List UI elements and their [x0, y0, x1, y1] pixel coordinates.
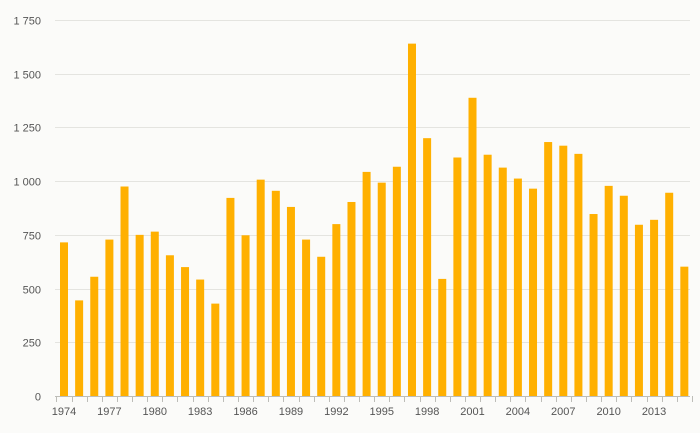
- bar-1988: [271, 190, 280, 396]
- bar-1986: [241, 235, 250, 396]
- bar-1994: [362, 171, 371, 396]
- bar-2004: [513, 178, 522, 396]
- bar-1984: [211, 303, 220, 396]
- bar-2005: [529, 188, 538, 396]
- y-tick-label: 1 250: [13, 123, 41, 135]
- bar-1975: [75, 300, 84, 396]
- bar-1998: [423, 138, 432, 397]
- bar-2003: [498, 167, 507, 396]
- bar-1974: [60, 242, 68, 396]
- bar-1985: [226, 197, 235, 396]
- bar-1991: [317, 256, 326, 396]
- bar-1990: [302, 239, 311, 396]
- bar-2011: [619, 195, 628, 396]
- y-tick-label: 500: [23, 285, 41, 297]
- bar-1996: [392, 166, 401, 396]
- x-tick-label: 1974: [52, 406, 76, 418]
- y-tick-label: 1 000: [13, 177, 41, 189]
- y-tick-label: 1 500: [13, 70, 41, 82]
- x-tick-label: 1995: [369, 406, 393, 418]
- bar-1997: [407, 43, 416, 396]
- bar-1999: [438, 278, 447, 396]
- bars: [60, 43, 689, 397]
- bar-2013: [650, 219, 659, 396]
- x-tick-label: 1989: [279, 406, 303, 418]
- bar-1982: [181, 267, 190, 396]
- bar-2007: [559, 145, 568, 396]
- y-tick-label: 0: [35, 392, 41, 404]
- bar-1980: [150, 231, 159, 396]
- bar-1981: [165, 255, 174, 396]
- x-tick-label: 1986: [233, 406, 257, 418]
- x-tick-label: 2007: [551, 406, 575, 418]
- bar-2006: [544, 142, 553, 396]
- y-tick-label: 1 750: [13, 16, 41, 28]
- bar-1995: [377, 182, 386, 396]
- bar-2009: [589, 214, 598, 396]
- bar-2012: [634, 224, 643, 396]
- x-tick-label: 1977: [97, 406, 121, 418]
- bar-2014: [665, 192, 674, 396]
- y-axis-tick-labels: 0 250 500 750 1 000 1 250 1 500 1 750: [13, 16, 41, 404]
- bar-1983: [196, 279, 205, 396]
- bar-2008: [574, 153, 583, 396]
- bar-1992: [332, 224, 341, 396]
- x-axis: 1974 1977 1980 1983 1986 1989 1992 1995 1998 2001…: [52, 396, 693, 418]
- x-tick-label: 2004: [506, 406, 530, 418]
- x-tick-label: 1998: [415, 406, 439, 418]
- bar-2000: [453, 157, 462, 396]
- x-tick-label: 2013: [642, 406, 666, 418]
- bar-1979: [135, 234, 144, 396]
- bar-1989: [286, 206, 295, 396]
- gridlines: [55, 20, 690, 343]
- bar-1987: [256, 179, 265, 396]
- bar-2015: [680, 266, 689, 396]
- y-tick-label: 750: [23, 231, 41, 243]
- bar-1977: [105, 239, 114, 396]
- bar-1978: [120, 186, 129, 396]
- x-tick-label: 1983: [188, 406, 212, 418]
- y-tick-label: 250: [23, 338, 41, 350]
- x-tick-label: 1992: [324, 406, 348, 418]
- x-tick-label: 2010: [596, 406, 620, 418]
- bar-2010: [604, 185, 613, 396]
- x-tick-label: 2001: [460, 406, 484, 418]
- bar-2001: [468, 97, 477, 396]
- bar-1993: [347, 201, 356, 396]
- bar-1976: [90, 276, 99, 396]
- bar-2002: [483, 154, 492, 396]
- x-tick-label: 1980: [143, 406, 167, 418]
